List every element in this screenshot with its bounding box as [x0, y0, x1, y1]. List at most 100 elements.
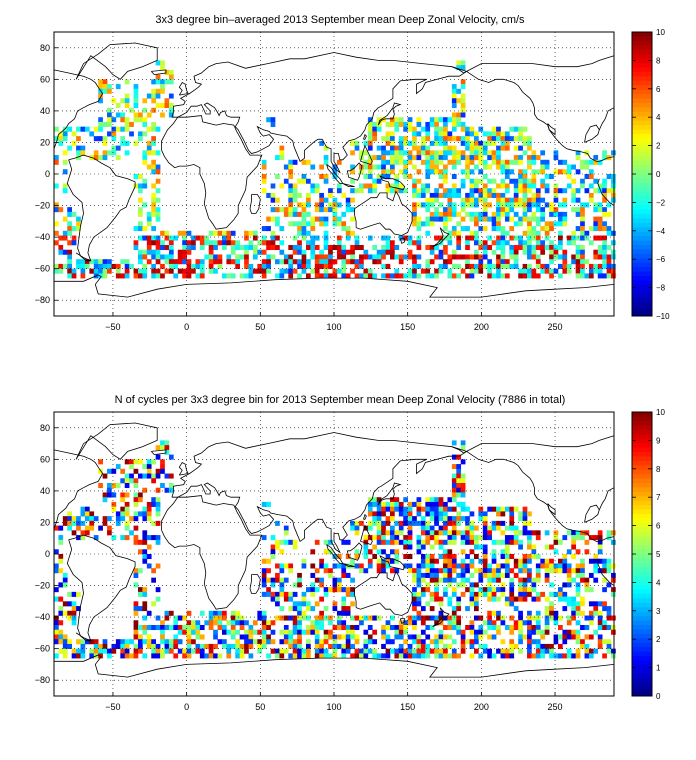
bin-cell [195, 235, 201, 241]
bin-cell [571, 530, 576, 536]
bin-cell [89, 268, 95, 274]
bin-cell [429, 572, 435, 578]
bin-cell [434, 207, 439, 213]
bin-cell [372, 131, 378, 137]
bin-cell [434, 192, 439, 198]
bin-cell [429, 535, 435, 541]
bin-cell [500, 249, 506, 255]
bin-cell [67, 591, 72, 597]
bin-cell [155, 506, 161, 512]
bin-cell [496, 596, 501, 602]
bin-cell [403, 506, 408, 512]
bin-cell [54, 155, 59, 161]
bin-cell [504, 240, 510, 246]
bin-cell [544, 164, 550, 170]
bin-cell [509, 216, 515, 222]
bin-cell [133, 84, 139, 90]
bin-cell [451, 273, 457, 279]
bin-cell [496, 629, 501, 635]
bin-cell [487, 192, 492, 198]
bin-cell [553, 155, 559, 161]
bin-cell [275, 591, 280, 597]
bin-cell [398, 155, 404, 161]
bin-cell [407, 273, 413, 279]
bin-cell [301, 601, 307, 607]
bin-cell [549, 221, 554, 227]
bin-cell [606, 188, 612, 194]
bin-cell [544, 558, 550, 564]
bin-cell [558, 558, 563, 564]
bin-cell [275, 615, 280, 621]
bin-cell [509, 516, 515, 522]
bin-cell [160, 240, 165, 246]
bin-cell [465, 197, 470, 203]
coastline [75, 422, 158, 460]
bin-cell [544, 263, 550, 269]
bin-cell [487, 587, 492, 593]
bin-cell [323, 197, 329, 203]
bin-cell [168, 112, 174, 118]
bin-cell [553, 539, 559, 545]
bin-cell [496, 240, 501, 246]
bin-cell [403, 639, 408, 645]
bin-cell [208, 648, 214, 654]
bin-cell [496, 159, 501, 165]
bin-cell [367, 235, 373, 241]
bin-cell [611, 629, 616, 635]
bin-cell [133, 648, 139, 654]
bin-cell [341, 254, 347, 260]
bin-cell [593, 601, 599, 607]
x-tick-label: 200 [474, 322, 489, 332]
bin-cell [394, 625, 400, 631]
bin-cell [588, 226, 594, 232]
bin-cell [478, 568, 484, 574]
bin-cell [562, 211, 568, 217]
bin-cell [71, 235, 77, 241]
bin-cell [261, 164, 267, 170]
bin-cell [138, 568, 143, 574]
bin-cell [518, 648, 523, 654]
bin-cell [120, 273, 126, 279]
y-tick-label: 60 [40, 74, 50, 84]
bin-cell [540, 263, 546, 269]
bin-cell [588, 535, 594, 541]
bin-cell [160, 625, 165, 631]
bin-cell [62, 582, 68, 588]
bin-cell [76, 263, 81, 269]
bin-cell [500, 648, 506, 654]
bin-cell [513, 572, 519, 578]
y-tick-label: −60 [35, 644, 50, 654]
bin-cell [469, 525, 475, 531]
bin-cell [160, 263, 165, 269]
bin-cell [496, 155, 501, 161]
bin-cell [385, 159, 391, 165]
bin-cell [239, 245, 245, 251]
bin-cell [323, 178, 329, 184]
bin-cell [403, 511, 408, 517]
bin-cell [177, 254, 183, 260]
bin-cell [580, 164, 585, 170]
bin-cell [465, 506, 470, 512]
bin-cell [412, 572, 417, 578]
bin-cell [478, 634, 484, 640]
bin-cell [168, 263, 174, 269]
bin-cell [540, 178, 546, 184]
bin-cell [412, 591, 417, 597]
bin-cell [474, 150, 479, 156]
bin-cell [611, 591, 616, 597]
bin-cell [310, 549, 316, 555]
bin-cell [416, 615, 422, 621]
bin-cell [460, 268, 466, 274]
bin-cell [124, 639, 130, 645]
bin-cell [482, 216, 488, 222]
bin-cell [191, 639, 196, 645]
bin-cell [359, 653, 364, 659]
bin-cell [288, 259, 294, 265]
bin-cell [146, 126, 152, 132]
bin-cell [297, 634, 302, 640]
y-tick-label: 20 [40, 137, 50, 147]
bin-cell [310, 587, 316, 593]
bin-cell [606, 230, 612, 236]
bin-cell [107, 530, 112, 536]
bin-cell [544, 629, 550, 635]
